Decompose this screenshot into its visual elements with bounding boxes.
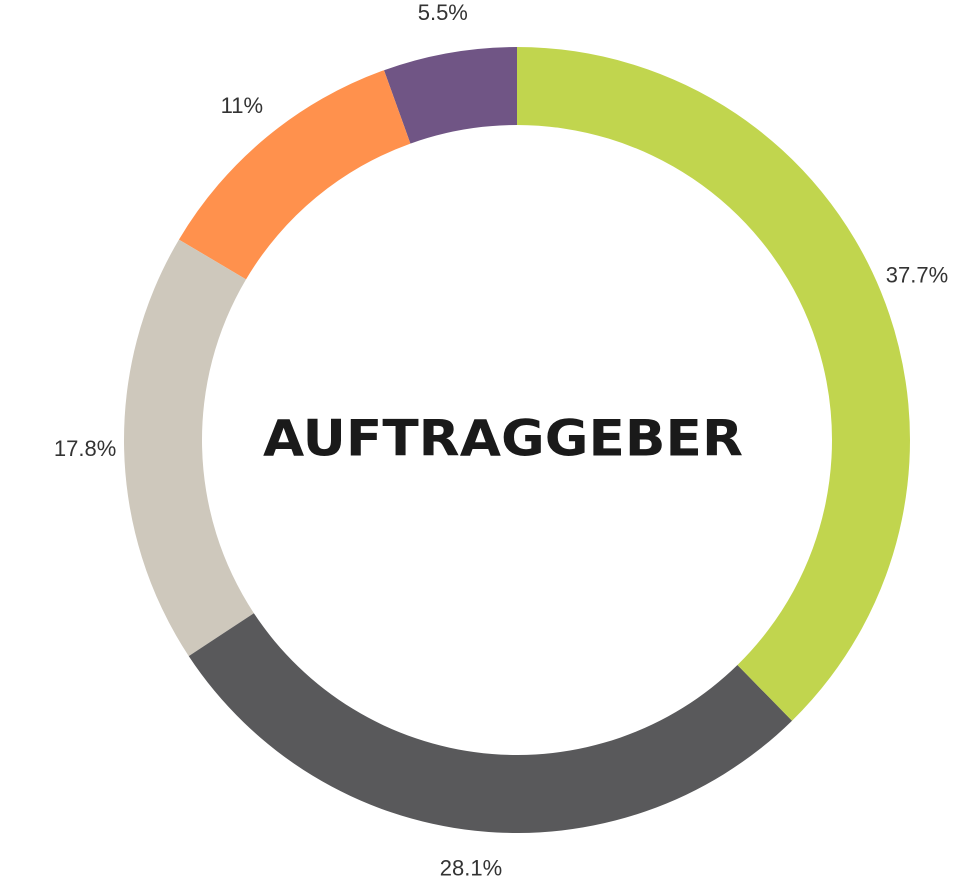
donut-segment <box>178 70 411 280</box>
donut-segment <box>188 613 793 834</box>
data-label: 17.8% <box>54 436 116 461</box>
data-label: 5.5% <box>418 0 468 25</box>
donut-segment <box>123 239 254 657</box>
data-label: 28.1% <box>440 855 502 880</box>
data-label: 11% <box>221 93 263 118</box>
donut-segment <box>384 47 517 144</box>
donut-segment <box>517 47 911 721</box>
data-label: 37.7% <box>886 263 948 288</box>
chart-title: AUFTRAGGEBER <box>263 410 743 468</box>
